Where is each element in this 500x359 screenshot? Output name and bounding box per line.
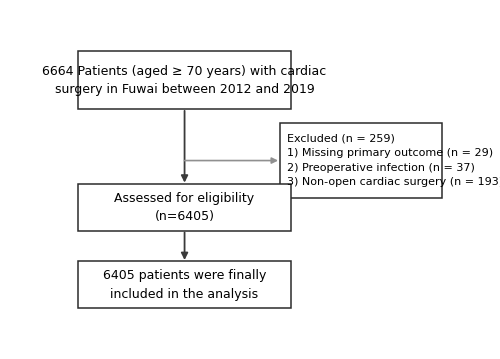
FancyBboxPatch shape bbox=[78, 51, 291, 109]
Text: Assessed for eligibility
(n=6405): Assessed for eligibility (n=6405) bbox=[114, 192, 254, 223]
Text: 6405 patients were finally
included in the analysis: 6405 patients were finally included in t… bbox=[103, 269, 266, 301]
Text: Excluded (n = 259)
1) Missing primary outcome (n = 29)
2) Preoperative infection: Excluded (n = 259) 1) Missing primary ou… bbox=[287, 134, 500, 187]
FancyBboxPatch shape bbox=[78, 261, 291, 308]
FancyBboxPatch shape bbox=[280, 123, 442, 198]
FancyBboxPatch shape bbox=[78, 184, 291, 231]
Text: 6664 Patients (aged ≥ 70 years) with cardiac
surgery in Fuwai between 2012 and 2: 6664 Patients (aged ≥ 70 years) with car… bbox=[42, 65, 327, 96]
